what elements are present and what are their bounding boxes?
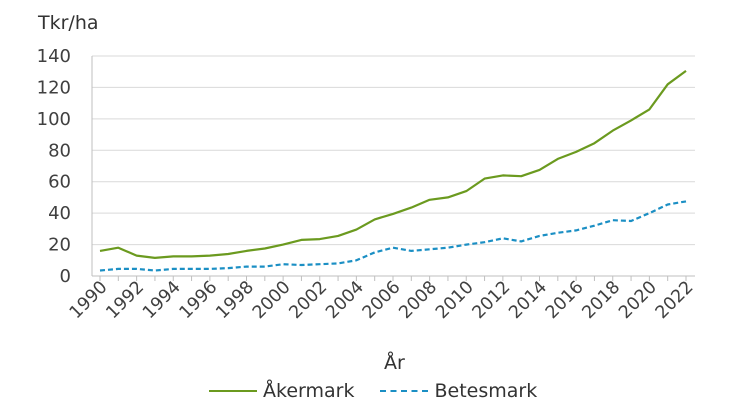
x-tick-labels: 1990199219941996199820002002200420062008… <box>66 277 698 323</box>
x-tick-label-2004: 2004 <box>322 277 368 323</box>
y-tick-label-80: 80 <box>48 140 71 161</box>
x-tick-label-2014: 2014 <box>505 277 551 323</box>
legend-label-akermark: Åkermark <box>263 380 355 402</box>
y-tick-label-20: 20 <box>48 235 71 256</box>
x-tick-label-2006: 2006 <box>359 277 405 323</box>
legend-item-betesmark: Betesmark <box>380 380 537 402</box>
x-tick-label-2008: 2008 <box>396 277 442 323</box>
legend-item-akermark: Åkermark <box>209 380 354 402</box>
series-lines <box>99 70 687 272</box>
y-tick-label-60: 60 <box>48 172 71 193</box>
x-tick-label-2002: 2002 <box>286 277 332 323</box>
x-tick-label-2010: 2010 <box>432 277 478 323</box>
x-tick-label-1994: 1994 <box>139 277 185 323</box>
x-tick-label-2020: 2020 <box>615 277 661 323</box>
y-tick-label-120: 120 <box>37 77 71 98</box>
legend-swatch-dashed <box>380 390 429 392</box>
y-tick-label-0: 0 <box>60 266 71 287</box>
legend-label-betesmark: Betesmark <box>434 380 538 402</box>
series-line-betesmark <box>99 200 687 272</box>
legend: Åkermark Betesmark <box>209 378 563 404</box>
axes <box>91 56 695 281</box>
y-tick-labels: 0 20 40 60 80 100 120 140 <box>37 46 71 287</box>
x-axis-label: År <box>384 352 405 374</box>
gridlines <box>92 55 695 246</box>
y-tick-label-100: 100 <box>37 109 71 130</box>
x-tick-label-2018: 2018 <box>579 277 625 323</box>
x-tick-label-2016: 2016 <box>542 277 588 323</box>
x-tick-label-2000: 2000 <box>249 277 295 323</box>
x-tick-label-2012: 2012 <box>469 277 515 323</box>
y-tick-label-140: 140 <box>37 46 71 67</box>
x-tick-label-1998: 1998 <box>212 277 258 323</box>
y-tick-label-40: 40 <box>48 203 71 224</box>
x-tick-label-1996: 1996 <box>176 277 222 323</box>
legend-swatch-solid <box>209 390 257 392</box>
x-tick-label-2022: 2022 <box>652 277 698 323</box>
x-tick-label-1990: 1990 <box>66 277 112 323</box>
x-tick-label-1992: 1992 <box>103 277 149 323</box>
y-axis-unit-label: Tkr/ha <box>38 12 99 34</box>
series-line-åkermark <box>99 70 687 259</box>
